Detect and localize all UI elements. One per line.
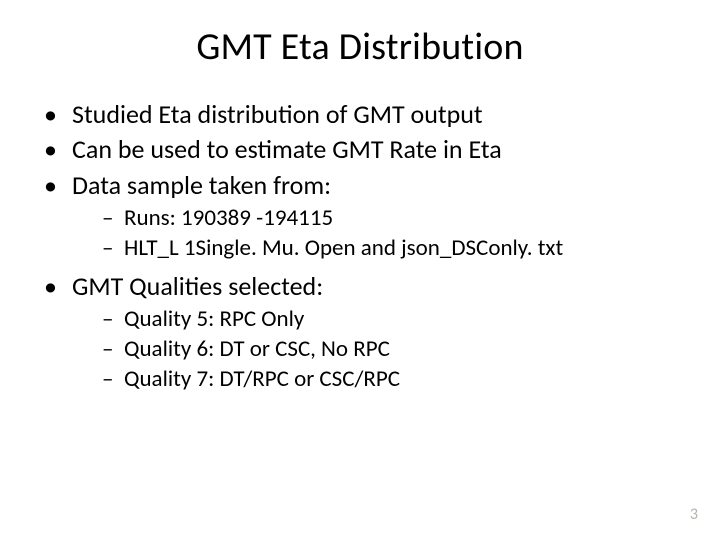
list-item: GMT Qualities selected: Quality 5: RPC O… [44,270,684,395]
list-item: Quality 5: RPC Only [102,305,684,335]
list-item-text: Quality 5: RPC Only [124,305,304,333]
list-item: Quality 7: DT/RPC or CSC/RPC [102,365,684,395]
page-number: 3 [690,505,698,524]
list-item: Studied Eta distribution of GMT output [44,98,684,131]
list-item: Quality 6: DT or CSC, No RPC [102,335,684,365]
list-item-text: Quality 7: DT/RPC or CSC/RPC [124,365,400,393]
list-item: HLT_L 1Single. Mu. Open and json_DSConly… [102,234,684,264]
sub-bullet-list: Quality 5: RPC Only Quality 6: DT or CSC… [72,305,684,395]
list-item: Data sample taken from: Runs: 190389 -19… [44,169,684,264]
list-item-text: GMT Qualities selected: [72,270,323,302]
slide: GMT Eta Distribution Studied Eta distrib… [0,0,720,540]
list-item-text: Runs: 190389 -194115 [124,204,333,232]
list-item: Can be used to estimate GMT Rate in Eta [44,133,684,166]
sub-bullet-list: Runs: 190389 -194115 HLT_L 1Single. Mu. … [72,204,684,264]
list-item-text: Can be used to estimate GMT Rate in Eta [72,133,502,165]
list-item-text: Quality 6: DT or CSC, No RPC [124,335,390,363]
list-item: Runs: 190389 -194115 [102,204,684,234]
slide-title: GMT Eta Distribution [36,24,684,70]
list-item-text: Data sample taken from: [72,169,331,201]
bullet-list: Studied Eta distribution of GMT output C… [36,98,684,395]
list-item-text: HLT_L 1Single. Mu. Open and json_DSConly… [124,234,563,262]
list-item-text: Studied Eta distribution of GMT output [72,98,483,130]
